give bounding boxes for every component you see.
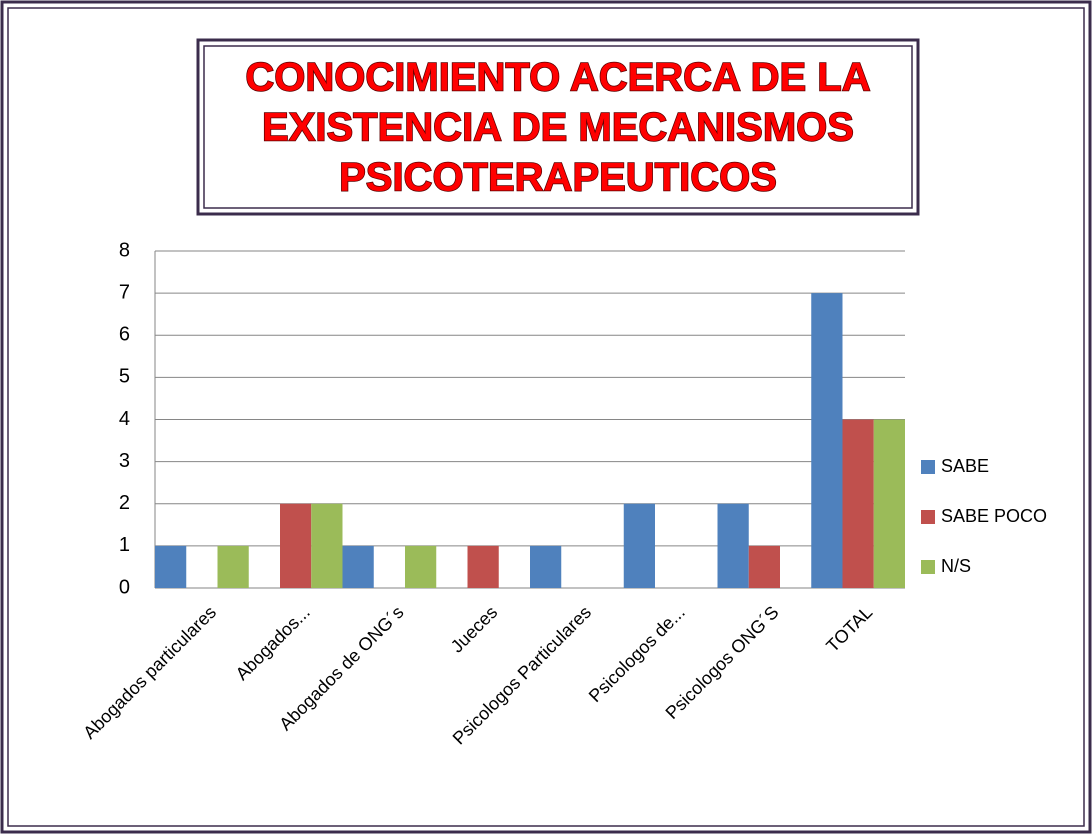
bar <box>873 419 905 588</box>
bar <box>530 545 562 588</box>
y-tick-label: 0 <box>119 576 130 598</box>
title-box-inner <box>203 45 913 209</box>
bar <box>717 503 749 588</box>
legend-label: N/S <box>941 556 971 576</box>
x-tick-label: Abogados particulares <box>79 602 220 743</box>
legend-label: SABE POCO <box>941 506 1047 526</box>
x-tick-label: Abogados... <box>232 602 314 684</box>
x-tick-label: TOTAL <box>822 602 876 656</box>
y-tick-label: 3 <box>119 450 130 472</box>
bar <box>842 419 874 588</box>
bar <box>467 545 499 588</box>
title-box <box>196 38 920 216</box>
y-tick-label: 4 <box>119 408 130 430</box>
title-line: EXISTENCIA DE MECANISMOS <box>262 106 854 150</box>
outer-frame-inner <box>7 7 1085 827</box>
legend-swatch <box>921 560 935 574</box>
title-line: PSICOTERAPEUTICOS <box>339 156 777 200</box>
legend-label: SABE <box>941 456 989 476</box>
bar <box>623 503 655 588</box>
bar <box>217 545 249 588</box>
bar <box>342 545 374 588</box>
bar <box>405 545 437 588</box>
y-tick-label: 6 <box>119 324 130 346</box>
title-line: CONOCIMIENTO ACERCA DE LA <box>245 56 870 100</box>
chart-title: CONOCIMIENTO ACERCA DE LA EXISTENCIA DE … <box>245 55 872 201</box>
bar <box>280 503 312 588</box>
y-tick-label: 5 <box>119 366 130 388</box>
x-tick-label: Jueces <box>447 602 501 656</box>
legend-swatch <box>921 510 935 524</box>
bar <box>811 293 843 588</box>
y-tick-label: 7 <box>119 281 130 303</box>
bar <box>748 545 780 588</box>
y-tick-label: 1 <box>119 534 130 556</box>
y-tick-label: 8 <box>119 239 130 261</box>
bar <box>155 545 187 588</box>
y-tick-label: 2 <box>119 492 130 514</box>
bar <box>311 503 343 588</box>
x-tick-label: Psicologos de... <box>585 602 689 706</box>
legend-swatch <box>921 460 935 474</box>
